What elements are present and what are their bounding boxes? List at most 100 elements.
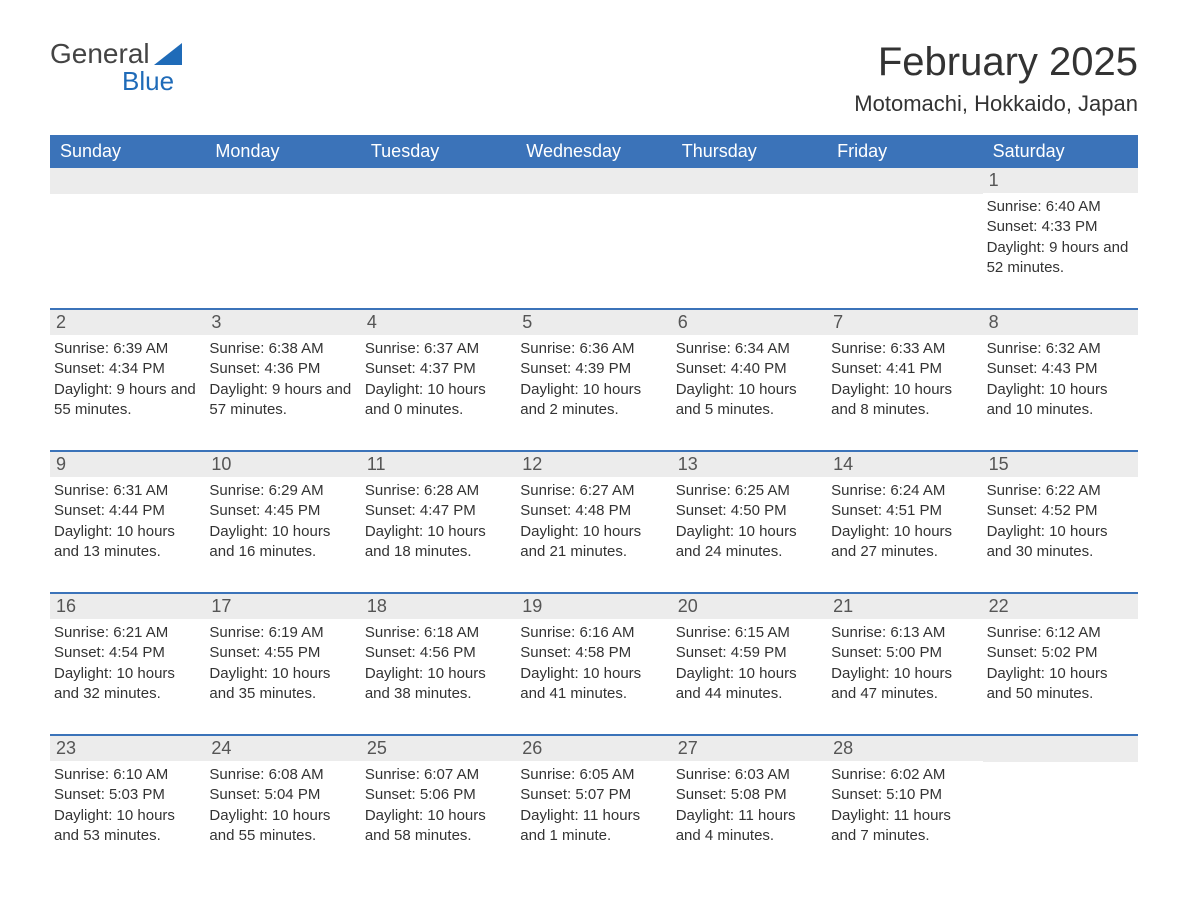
day-number: 3 <box>205 310 360 335</box>
sunset-line: Sunset: 5:02 PM <box>987 643 1132 663</box>
daylight-line: Daylight: 9 hours and 52 minutes. <box>987 238 1132 279</box>
weeks-container: 1Sunrise: 6:40 AMSunset: 4:33 PMDaylight… <box>50 168 1138 854</box>
sunset-line: Sunset: 4:52 PM <box>987 501 1132 521</box>
sunset-line: Sunset: 4:48 PM <box>520 501 665 521</box>
day-body: Sunrise: 6:22 AMSunset: 4:52 PMDaylight:… <box>983 477 1138 562</box>
brand-word1-line: General <box>50 40 182 68</box>
daylight-line: Daylight: 10 hours and 50 minutes. <box>987 664 1132 705</box>
daylight-line: Daylight: 11 hours and 1 minute. <box>520 806 665 847</box>
sunset-line: Sunset: 4:33 PM <box>987 217 1132 237</box>
day-number <box>672 168 827 194</box>
daylight-line: Daylight: 10 hours and 30 minutes. <box>987 522 1132 563</box>
day-cell: 7Sunrise: 6:33 AMSunset: 4:41 PMDaylight… <box>827 310 982 428</box>
day-cell: 8Sunrise: 6:32 AMSunset: 4:43 PMDaylight… <box>983 310 1138 428</box>
day-number: 12 <box>516 452 671 477</box>
daylight-line: Daylight: 10 hours and 38 minutes. <box>365 664 510 705</box>
sunrise-line: Sunrise: 6:39 AM <box>54 339 199 359</box>
sunrise-line: Sunrise: 6:10 AM <box>54 765 199 785</box>
day-cell: 5Sunrise: 6:36 AMSunset: 4:39 PMDaylight… <box>516 310 671 428</box>
day-cell: 27Sunrise: 6:03 AMSunset: 5:08 PMDayligh… <box>672 736 827 854</box>
day-number: 1 <box>983 168 1138 193</box>
sunset-line: Sunset: 4:56 PM <box>365 643 510 663</box>
day-cell: 2Sunrise: 6:39 AMSunset: 4:34 PMDaylight… <box>50 310 205 428</box>
sunset-line: Sunset: 4:59 PM <box>676 643 821 663</box>
day-cell <box>516 168 671 286</box>
sunrise-line: Sunrise: 6:18 AM <box>365 623 510 643</box>
day-body: Sunrise: 6:03 AMSunset: 5:08 PMDaylight:… <box>672 761 827 846</box>
day-cell: 16Sunrise: 6:21 AMSunset: 4:54 PMDayligh… <box>50 594 205 712</box>
brand-word2: Blue <box>122 68 174 94</box>
dow-cell: Wednesday <box>516 135 671 168</box>
daylight-line: Daylight: 10 hours and 47 minutes. <box>831 664 976 705</box>
day-number <box>827 168 982 194</box>
sunset-line: Sunset: 5:07 PM <box>520 785 665 805</box>
sunrise-line: Sunrise: 6:07 AM <box>365 765 510 785</box>
sunrise-line: Sunrise: 6:34 AM <box>676 339 821 359</box>
day-body: Sunrise: 6:40 AMSunset: 4:33 PMDaylight:… <box>983 193 1138 278</box>
sunrise-line: Sunrise: 6:24 AM <box>831 481 976 501</box>
daylight-line: Daylight: 10 hours and 27 minutes. <box>831 522 976 563</box>
day-body: Sunrise: 6:18 AMSunset: 4:56 PMDaylight:… <box>361 619 516 704</box>
sunset-line: Sunset: 4:37 PM <box>365 359 510 379</box>
daylight-line: Daylight: 10 hours and 21 minutes. <box>520 522 665 563</box>
sunrise-line: Sunrise: 6:32 AM <box>987 339 1132 359</box>
daylight-line: Daylight: 10 hours and 2 minutes. <box>520 380 665 421</box>
day-body: Sunrise: 6:12 AMSunset: 5:02 PMDaylight:… <box>983 619 1138 704</box>
day-number: 11 <box>361 452 516 477</box>
day-number: 20 <box>672 594 827 619</box>
daylight-line: Daylight: 11 hours and 7 minutes. <box>831 806 976 847</box>
day-cell: 22Sunrise: 6:12 AMSunset: 5:02 PMDayligh… <box>983 594 1138 712</box>
day-body: Sunrise: 6:38 AMSunset: 4:36 PMDaylight:… <box>205 335 360 420</box>
day-cell: 1Sunrise: 6:40 AMSunset: 4:33 PMDaylight… <box>983 168 1138 286</box>
day-number: 2 <box>50 310 205 335</box>
sunset-line: Sunset: 4:50 PM <box>676 501 821 521</box>
brand-logo: General Blue <box>50 40 182 94</box>
day-number: 14 <box>827 452 982 477</box>
location: Motomachi, Hokkaido, Japan <box>854 91 1138 117</box>
daylight-line: Daylight: 10 hours and 44 minutes. <box>676 664 821 705</box>
brand-word1: General <box>50 40 150 68</box>
sunset-line: Sunset: 4:41 PM <box>831 359 976 379</box>
daylight-line: Daylight: 10 hours and 41 minutes. <box>520 664 665 705</box>
day-number <box>50 168 205 194</box>
day-cell: 19Sunrise: 6:16 AMSunset: 4:58 PMDayligh… <box>516 594 671 712</box>
day-body <box>983 762 1138 766</box>
daylight-line: Daylight: 10 hours and 10 minutes. <box>987 380 1132 421</box>
day-body: Sunrise: 6:27 AMSunset: 4:48 PMDaylight:… <box>516 477 671 562</box>
sunrise-line: Sunrise: 6:05 AM <box>520 765 665 785</box>
day-body: Sunrise: 6:37 AMSunset: 4:37 PMDaylight:… <box>361 335 516 420</box>
sunrise-line: Sunrise: 6:21 AM <box>54 623 199 643</box>
sunrise-line: Sunrise: 6:13 AM <box>831 623 976 643</box>
daylight-line: Daylight: 11 hours and 4 minutes. <box>676 806 821 847</box>
day-number: 15 <box>983 452 1138 477</box>
sunset-line: Sunset: 4:40 PM <box>676 359 821 379</box>
day-number: 18 <box>361 594 516 619</box>
day-number: 22 <box>983 594 1138 619</box>
daylight-line: Daylight: 10 hours and 53 minutes. <box>54 806 199 847</box>
day-cell: 11Sunrise: 6:28 AMSunset: 4:47 PMDayligh… <box>361 452 516 570</box>
sunrise-line: Sunrise: 6:38 AM <box>209 339 354 359</box>
day-body: Sunrise: 6:10 AMSunset: 5:03 PMDaylight:… <box>50 761 205 846</box>
dow-cell: Sunday <box>50 135 205 168</box>
week-row: 23Sunrise: 6:10 AMSunset: 5:03 PMDayligh… <box>50 734 1138 854</box>
day-number: 27 <box>672 736 827 761</box>
day-body: Sunrise: 6:34 AMSunset: 4:40 PMDaylight:… <box>672 335 827 420</box>
day-body: Sunrise: 6:32 AMSunset: 4:43 PMDaylight:… <box>983 335 1138 420</box>
daylight-line: Daylight: 10 hours and 35 minutes. <box>209 664 354 705</box>
daylight-line: Daylight: 10 hours and 16 minutes. <box>209 522 354 563</box>
daylight-line: Daylight: 10 hours and 8 minutes. <box>831 380 976 421</box>
day-cell: 17Sunrise: 6:19 AMSunset: 4:55 PMDayligh… <box>205 594 360 712</box>
day-number: 9 <box>50 452 205 477</box>
sunrise-line: Sunrise: 6:37 AM <box>365 339 510 359</box>
day-body: Sunrise: 6:19 AMSunset: 4:55 PMDaylight:… <box>205 619 360 704</box>
sunset-line: Sunset: 5:00 PM <box>831 643 976 663</box>
day-body <box>361 194 516 198</box>
day-body <box>827 194 982 198</box>
sunset-line: Sunset: 4:43 PM <box>987 359 1132 379</box>
sunset-line: Sunset: 5:06 PM <box>365 785 510 805</box>
dow-cell: Saturday <box>983 135 1138 168</box>
sunset-line: Sunset: 4:54 PM <box>54 643 199 663</box>
day-body: Sunrise: 6:02 AMSunset: 5:10 PMDaylight:… <box>827 761 982 846</box>
day-body: Sunrise: 6:05 AMSunset: 5:07 PMDaylight:… <box>516 761 671 846</box>
day-cell <box>50 168 205 286</box>
